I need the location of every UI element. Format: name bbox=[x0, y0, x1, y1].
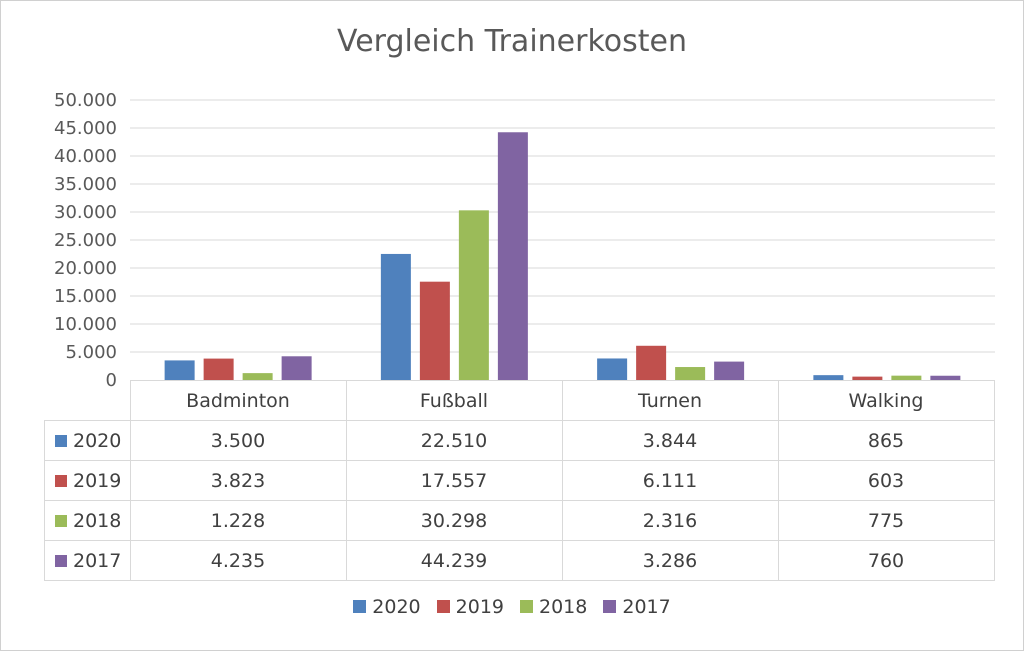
data-label: 30.298 bbox=[345, 500, 563, 541]
data-label: 3.823 bbox=[129, 460, 347, 501]
bar-2018-badminton bbox=[242, 373, 273, 380]
y-tick-label: 35.000 bbox=[54, 174, 117, 195]
data-label: 17.557 bbox=[345, 460, 563, 501]
y-tick-label: 40.000 bbox=[54, 146, 117, 167]
bar-2020-turnen bbox=[597, 358, 628, 380]
data-label: 603 bbox=[777, 460, 995, 501]
legend-label: 2020 bbox=[372, 596, 421, 618]
y-tick-label: 45.000 bbox=[54, 118, 117, 139]
table-row: 2018 1.228 30.298 2.316 775 bbox=[44, 500, 995, 541]
bar-2020-badminton bbox=[164, 360, 195, 380]
series-name: 2020 bbox=[73, 429, 122, 452]
legend-swatch bbox=[436, 600, 450, 613]
data-label: 775 bbox=[777, 500, 995, 541]
data-label: 2.316 bbox=[561, 500, 779, 541]
y-tick-label: 30.000 bbox=[54, 202, 117, 223]
legend-swatch bbox=[353, 600, 367, 613]
bar-2017-badminton bbox=[281, 356, 312, 380]
legend-item: 2019 bbox=[436, 596, 504, 618]
series-name: 2018 bbox=[73, 509, 122, 532]
series-row-header: 2018 bbox=[44, 500, 131, 541]
series-swatch bbox=[55, 434, 67, 447]
y-tick-label: 5.000 bbox=[65, 342, 117, 363]
category-label: Fußball bbox=[345, 380, 563, 421]
table-row: 2020 3.500 22.510 3.844 865 bbox=[44, 420, 995, 461]
table-row: 2017 4.235 44.239 3.286 760 bbox=[44, 540, 995, 581]
plot-area: 05.00010.00015.00020.00025.00030.00035.0… bbox=[54, 90, 995, 391]
bar-2018-fußball bbox=[458, 210, 489, 380]
data-label: 44.239 bbox=[345, 540, 563, 581]
data-label: 865 bbox=[777, 420, 995, 461]
legend-label: 2018 bbox=[539, 596, 588, 618]
data-table: Badminton Fußball Turnen Walking 2020 3.500 22… bbox=[44, 380, 995, 581]
data-label: 22.510 bbox=[345, 420, 563, 461]
bar-2020-fußball bbox=[380, 253, 411, 380]
series-row-header: 2019 bbox=[44, 460, 131, 501]
data-label: 6.111 bbox=[561, 460, 779, 501]
legend-swatch bbox=[603, 600, 617, 613]
table-row: 2019 3.823 17.557 6.111 603 bbox=[44, 460, 995, 501]
table-corner bbox=[44, 380, 131, 421]
bar-2019-badminton bbox=[203, 358, 234, 380]
legend-label: 2017 bbox=[622, 596, 671, 618]
legend-label: 2019 bbox=[455, 596, 504, 618]
data-label: 4.235 bbox=[129, 540, 347, 581]
bar-2018-turnen bbox=[675, 367, 706, 380]
bar-2020-walking bbox=[813, 375, 844, 380]
legend-swatch bbox=[520, 600, 533, 613]
y-tick-label: 20.000 bbox=[54, 258, 117, 279]
series-row-header: 2020 bbox=[44, 420, 131, 461]
legend-item: 2018 bbox=[520, 596, 587, 618]
bar-2017-turnen bbox=[714, 361, 745, 380]
y-tick-label: 15.000 bbox=[54, 286, 117, 307]
data-label: 1.228 bbox=[129, 500, 347, 541]
legend: 2020 2019 2018 2017 bbox=[0, 596, 1024, 618]
data-label: 3.286 bbox=[561, 540, 779, 581]
bar-2018-walking bbox=[891, 375, 922, 380]
series-row-header: 2017 bbox=[44, 540, 131, 581]
series-swatch bbox=[55, 514, 67, 527]
series-name: 2017 bbox=[73, 549, 122, 572]
y-tick-label: 50.000 bbox=[54, 90, 117, 111]
data-label: 3.844 bbox=[561, 420, 779, 461]
category-label: Walking bbox=[777, 380, 995, 421]
bar-2019-fußball bbox=[419, 281, 450, 380]
series-swatch bbox=[55, 554, 67, 567]
legend-item: 2017 bbox=[603, 596, 671, 618]
y-tick-label: 25.000 bbox=[54, 230, 117, 251]
legend-item: 2020 bbox=[353, 596, 421, 618]
category-label: Turnen bbox=[561, 380, 779, 421]
bar-2017-walking bbox=[930, 375, 961, 380]
bar-2019-walking bbox=[852, 376, 883, 380]
data-label: 760 bbox=[777, 540, 995, 581]
data-label: 3.500 bbox=[129, 420, 347, 461]
y-tick-label: 10.000 bbox=[54, 314, 117, 335]
series-swatch bbox=[55, 474, 67, 487]
bar-2019-turnen bbox=[636, 345, 667, 380]
table-header-row: Badminton Fußball Turnen Walking bbox=[44, 380, 995, 421]
series-name: 2019 bbox=[73, 469, 122, 492]
chart-title: Vergleich Trainerkosten bbox=[337, 24, 687, 59]
category-label: Badminton bbox=[129, 380, 347, 421]
bar-2017-fußball bbox=[497, 132, 528, 380]
